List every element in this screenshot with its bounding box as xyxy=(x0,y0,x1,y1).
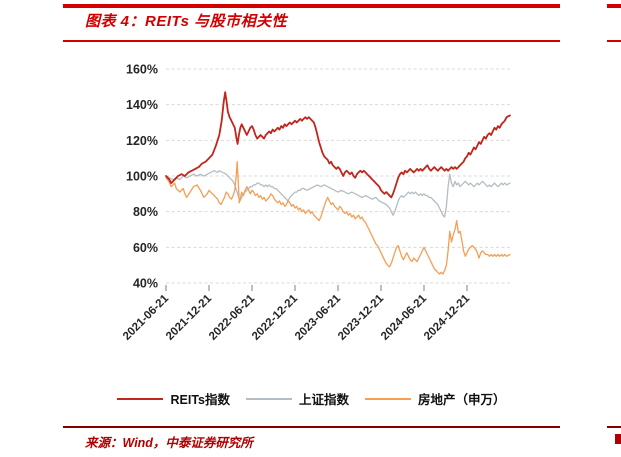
figure-bottom-border xyxy=(63,426,560,428)
adjacent-column-bottom-border-fragment xyxy=(607,426,621,428)
reits-line-swatch xyxy=(117,397,164,400)
legend-item-realestate: 房地产（申万） xyxy=(365,389,506,408)
svg-text:120%: 120% xyxy=(126,134,158,148)
svg-text:40%: 40% xyxy=(133,277,158,291)
chart-legend: REITs指数 上证指数 房地产（申万） xyxy=(63,389,560,408)
figure-title: 图表 4：REITs 与股市相关性 xyxy=(85,13,288,30)
figure-title-divider xyxy=(63,40,560,42)
svg-text:160%: 160% xyxy=(126,63,158,77)
adjacent-column-divider-fragment xyxy=(607,40,621,42)
legend-item-sse: 上证指数 xyxy=(245,389,349,408)
legend-label-realestate: 房地产（申万） xyxy=(418,393,506,407)
svg-text:2024-12-21: 2024-12-21 xyxy=(422,292,473,343)
legend-label-sse: 上证指数 xyxy=(298,393,349,407)
adjacent-column-text-fragment xyxy=(615,434,621,444)
legend-item-reits: REITs指数 xyxy=(117,389,230,408)
svg-text:100%: 100% xyxy=(126,170,158,184)
adjacent-column-top-border-fragment xyxy=(607,4,621,8)
source-note: 来源：Wind，中泰证券研究所 xyxy=(85,436,253,450)
sse-line-swatch xyxy=(245,397,292,400)
svg-text:60%: 60% xyxy=(133,241,158,255)
realestate-line-swatch xyxy=(365,397,411,400)
legend-label-reits: REITs指数 xyxy=(170,393,230,407)
figure-top-border xyxy=(63,4,560,8)
svg-text:140%: 140% xyxy=(126,98,158,112)
line-chart: 160%140%120%100%80%60%40%2021-06-212021-… xyxy=(121,63,511,343)
svg-text:80%: 80% xyxy=(133,205,158,219)
